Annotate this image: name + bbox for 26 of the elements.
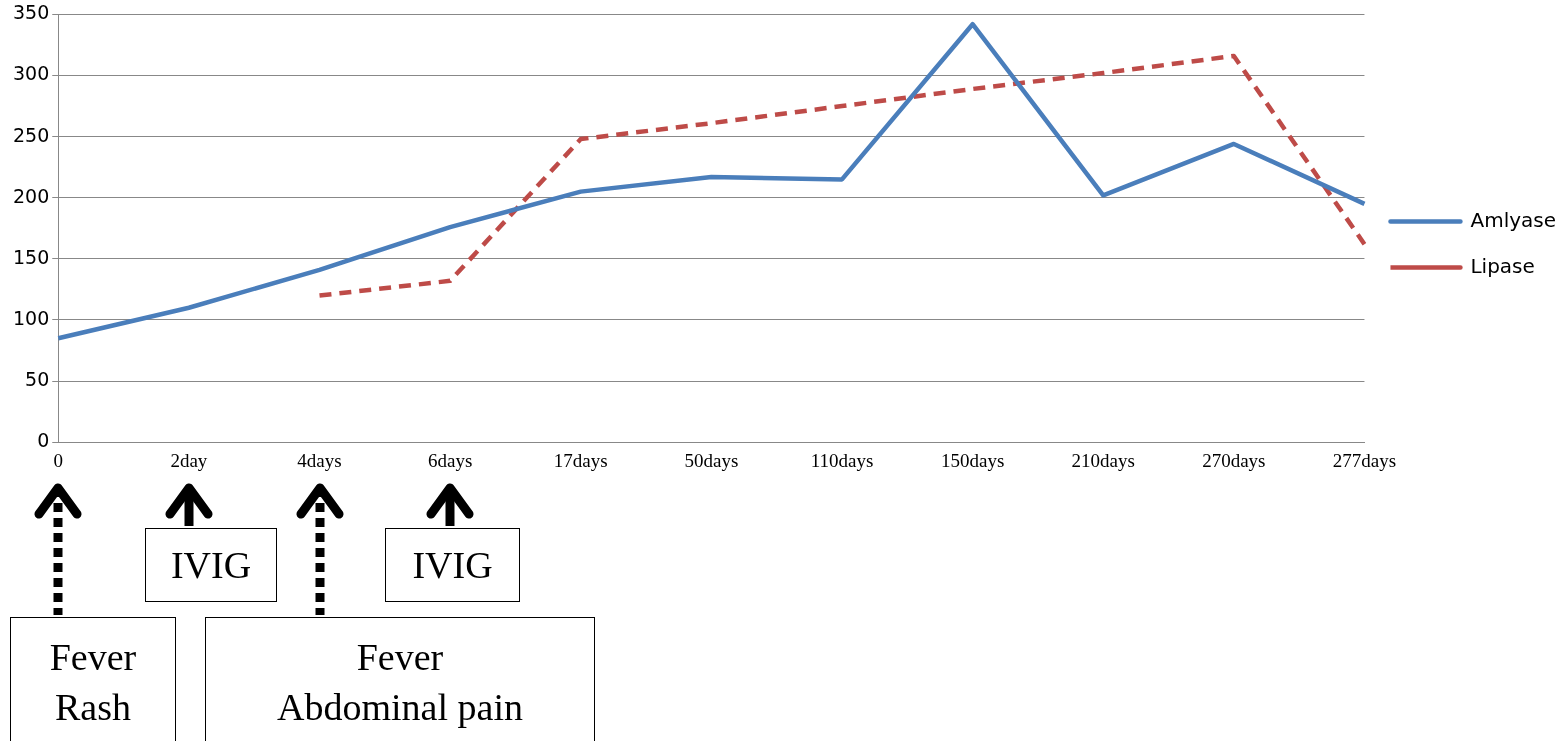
y-tick-label: 200	[13, 184, 50, 207]
x-tick-label: 210days	[1071, 449, 1135, 471]
line-series	[317, 53, 1367, 298]
x-tick-label: 150days	[940, 449, 1005, 471]
text: Fever Abdominal pain	[205, 617, 595, 741]
x-tick-label: 6days	[427, 449, 473, 471]
y-tick-label: 350	[13, 1, 50, 24]
y-tick-label: 50	[25, 368, 50, 391]
x-tick-label: 4days	[297, 449, 342, 471]
y-tick-label: 300	[13, 62, 50, 85]
text: Fever Rash	[10, 617, 176, 741]
x-tick-label: 0	[53, 449, 64, 471]
y-tick-label: 150	[13, 245, 50, 268]
x-tick-label: 2day	[170, 449, 208, 471]
text: IVIG	[385, 528, 520, 602]
x-tick-label: 270days	[1202, 449, 1266, 471]
y-tick-label: 100	[13, 306, 50, 329]
legend-label: Lipase	[1470, 253, 1535, 278]
x-tick-label: 50days	[684, 449, 739, 471]
y-tick-label: 250	[13, 123, 50, 146]
y-tick-label: 0	[37, 429, 50, 452]
x-tick-label: 110days	[810, 449, 874, 471]
x-tick-label: 277days	[1332, 449, 1397, 471]
text: IVIG	[145, 528, 277, 602]
legend-label: Amlyase	[1470, 207, 1557, 232]
x-tick-label: 17days	[553, 449, 608, 471]
